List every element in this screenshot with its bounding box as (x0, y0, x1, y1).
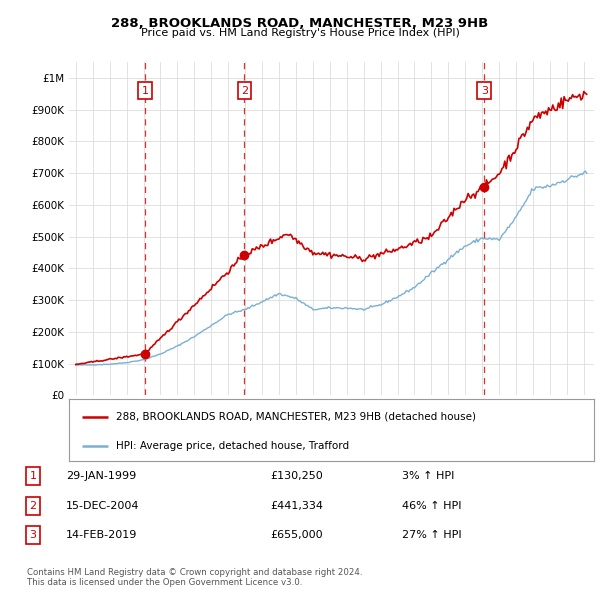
Text: 288, BROOKLANDS ROAD, MANCHESTER, M23 9HB: 288, BROOKLANDS ROAD, MANCHESTER, M23 9H… (112, 17, 488, 30)
Text: 1: 1 (142, 86, 148, 96)
Text: £655,000: £655,000 (270, 530, 323, 540)
Text: 14-FEB-2019: 14-FEB-2019 (66, 530, 137, 540)
Text: HPI: Average price, detached house, Trafford: HPI: Average price, detached house, Traf… (116, 441, 349, 451)
Text: 3% ↑ HPI: 3% ↑ HPI (402, 471, 454, 481)
Text: £441,334: £441,334 (270, 501, 323, 510)
Text: 15-DEC-2004: 15-DEC-2004 (66, 501, 139, 510)
Text: 46% ↑ HPI: 46% ↑ HPI (402, 501, 461, 510)
Text: 288, BROOKLANDS ROAD, MANCHESTER, M23 9HB (detached house): 288, BROOKLANDS ROAD, MANCHESTER, M23 9H… (116, 412, 476, 422)
Text: Contains HM Land Registry data © Crown copyright and database right 2024.
This d: Contains HM Land Registry data © Crown c… (27, 568, 362, 587)
Text: 2: 2 (29, 501, 37, 510)
Text: 1: 1 (29, 471, 37, 481)
Text: Price paid vs. HM Land Registry's House Price Index (HPI): Price paid vs. HM Land Registry's House … (140, 28, 460, 38)
Text: 2: 2 (241, 86, 248, 96)
Text: 29-JAN-1999: 29-JAN-1999 (66, 471, 136, 481)
Text: 3: 3 (481, 86, 488, 96)
Text: 3: 3 (29, 530, 37, 540)
Text: £130,250: £130,250 (270, 471, 323, 481)
Text: 27% ↑ HPI: 27% ↑ HPI (402, 530, 461, 540)
